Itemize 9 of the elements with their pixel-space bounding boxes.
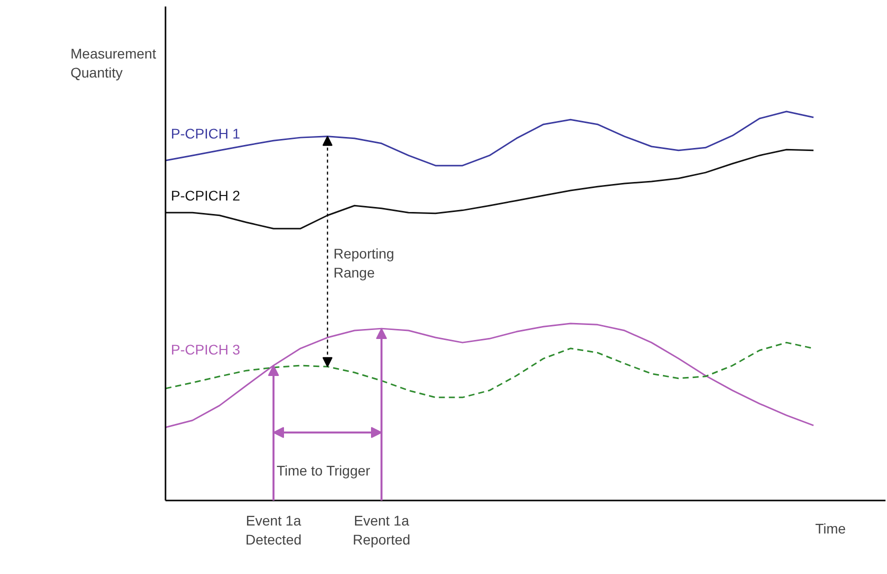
series-label: P-CPICH 2 [170, 188, 240, 204]
series-label: P-CPICH 1 [170, 125, 240, 142]
y-axis-title: Measurement Quantity [70, 46, 156, 81]
annotation: Time to Trigger [276, 462, 371, 478]
annotation: Reporting Range [334, 246, 394, 281]
x-axis-title: Time [815, 520, 846, 536]
text: Event 1a Detected [245, 512, 302, 548]
text: Event 1a Reported [352, 512, 410, 548]
series-label: P-CPICH 3 [170, 342, 240, 358]
